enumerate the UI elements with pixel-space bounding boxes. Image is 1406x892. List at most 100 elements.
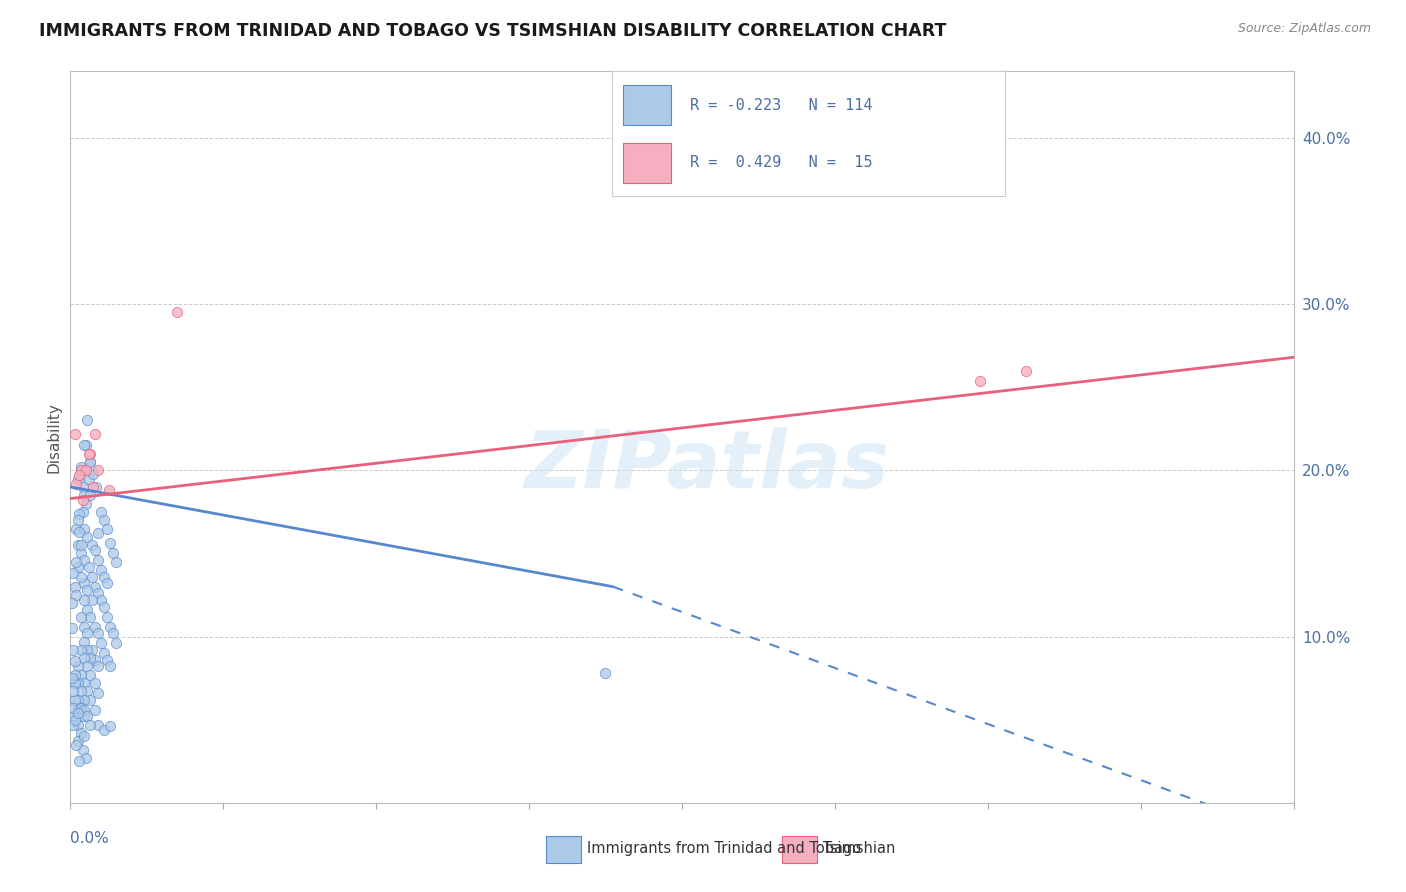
Point xyxy=(76,413,98,427)
Point xyxy=(83,543,105,558)
Point xyxy=(62,566,84,581)
Point xyxy=(62,709,84,723)
Point xyxy=(969,374,991,388)
Point xyxy=(77,472,100,486)
Point xyxy=(70,726,93,740)
Point xyxy=(63,655,86,669)
Point xyxy=(90,505,112,519)
Point xyxy=(98,619,121,633)
Point xyxy=(87,626,110,640)
Point xyxy=(65,588,87,602)
Point xyxy=(98,536,121,550)
Point xyxy=(73,576,96,591)
Point xyxy=(76,626,98,640)
Point xyxy=(73,488,96,502)
Point xyxy=(73,634,96,648)
Point xyxy=(66,472,89,486)
Point xyxy=(79,651,101,665)
Point xyxy=(70,460,93,475)
Point xyxy=(79,455,101,469)
Point xyxy=(65,555,87,569)
Point xyxy=(75,463,97,477)
Point xyxy=(87,586,110,600)
Point xyxy=(66,706,89,720)
Point xyxy=(75,438,97,452)
Text: Source: ZipAtlas.com: Source: ZipAtlas.com xyxy=(1237,22,1371,36)
Point xyxy=(98,719,121,733)
Point xyxy=(69,468,91,483)
Point xyxy=(73,651,96,665)
Point xyxy=(87,717,110,731)
Point xyxy=(83,619,105,633)
Point xyxy=(63,713,86,727)
Point xyxy=(73,553,96,567)
FancyBboxPatch shape xyxy=(623,143,671,183)
Point xyxy=(75,497,97,511)
Point xyxy=(73,619,96,633)
Point xyxy=(63,667,86,681)
Point xyxy=(90,593,112,607)
Point xyxy=(96,653,118,667)
Point xyxy=(93,599,115,614)
Point xyxy=(79,717,101,731)
Point xyxy=(96,521,118,535)
Point xyxy=(93,570,115,584)
Point xyxy=(70,570,93,584)
Point xyxy=(105,636,128,650)
Point xyxy=(63,580,86,594)
Point xyxy=(79,488,101,502)
Text: R =  0.429   N =  15: R = 0.429 N = 15 xyxy=(690,155,873,170)
Point xyxy=(65,521,87,535)
Point xyxy=(70,463,93,477)
Point xyxy=(72,480,94,494)
Point xyxy=(72,505,94,519)
Point xyxy=(70,643,93,657)
Point xyxy=(84,480,107,494)
Point xyxy=(65,476,87,491)
Point xyxy=(79,455,101,469)
Point xyxy=(62,701,84,715)
Point xyxy=(70,667,93,681)
Point xyxy=(96,576,118,591)
Point xyxy=(73,709,96,723)
Point xyxy=(66,659,89,673)
Point xyxy=(83,653,105,667)
Point xyxy=(76,530,98,544)
Point xyxy=(60,596,83,610)
Point xyxy=(73,438,96,452)
Point xyxy=(80,643,103,657)
Point xyxy=(77,447,100,461)
Point xyxy=(79,667,101,681)
Point xyxy=(93,513,115,527)
Point xyxy=(76,643,98,657)
Point xyxy=(87,463,110,477)
Point xyxy=(66,701,89,715)
Point xyxy=(90,563,112,577)
Point xyxy=(62,717,84,731)
Point xyxy=(66,538,89,552)
Point xyxy=(93,723,115,737)
Point xyxy=(87,659,110,673)
Point xyxy=(66,676,89,690)
Text: Tsimshian: Tsimshian xyxy=(824,841,896,856)
FancyBboxPatch shape xyxy=(546,837,581,863)
FancyBboxPatch shape xyxy=(623,85,671,125)
Point xyxy=(83,676,105,690)
Point xyxy=(76,659,98,673)
Point xyxy=(70,538,93,552)
Point xyxy=(82,480,104,494)
Point xyxy=(69,754,91,768)
Text: R = -0.223   N = 114: R = -0.223 N = 114 xyxy=(690,97,873,112)
Text: Immigrants from Trinidad and Tobago: Immigrants from Trinidad and Tobago xyxy=(588,841,862,856)
Point xyxy=(73,692,96,706)
Point xyxy=(70,684,93,698)
Point xyxy=(77,559,100,574)
Point xyxy=(79,692,101,706)
Point xyxy=(80,593,103,607)
Point xyxy=(90,636,112,650)
Point xyxy=(105,555,128,569)
Text: ZIPatlas: ZIPatlas xyxy=(524,427,889,506)
Point xyxy=(70,546,93,560)
Point xyxy=(73,703,96,717)
Point xyxy=(595,666,617,681)
